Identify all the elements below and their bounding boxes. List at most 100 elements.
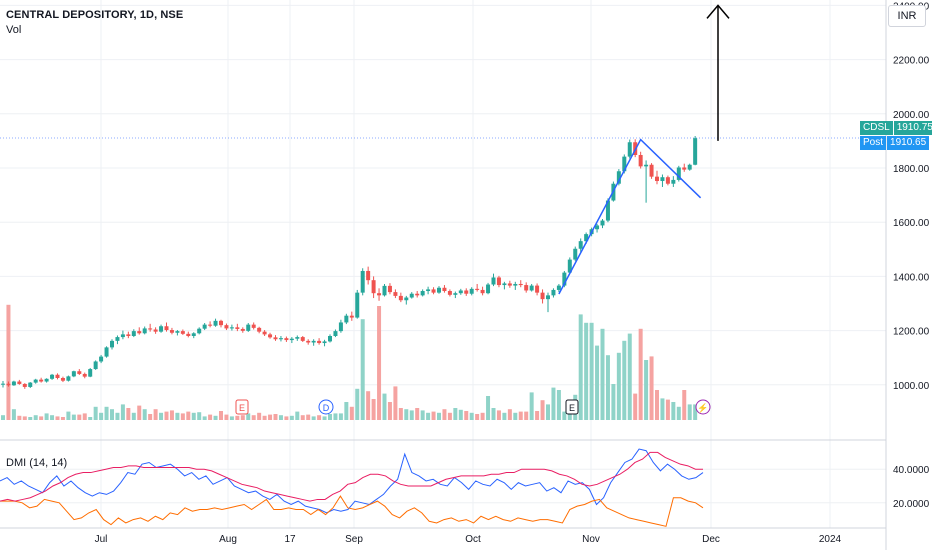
volume-bar [371,399,376,420]
candle-body [39,379,44,382]
volume-bar [518,411,523,420]
candle-body [50,374,55,379]
volume-bar [39,416,44,420]
volume-bar [655,390,659,420]
volume-bar [387,402,392,420]
volume-bar [328,414,332,420]
candle-body [518,283,523,286]
dmi-indicator-label[interactable]: DMI (14, 14) [6,457,68,469]
volume-bar [268,414,273,420]
candle-body [687,164,692,170]
volume-bar [453,408,458,420]
candle-body [360,270,365,293]
candle-body [251,324,256,328]
volume-label[interactable]: Vol [6,24,22,36]
volume-bar [235,415,240,420]
candle-body [622,156,627,172]
volume-bar [393,386,398,420]
candle-body [513,283,518,286]
candle-body [33,379,38,383]
candle-body [431,289,436,293]
candle-body [447,291,452,295]
volume-bar [447,412,452,420]
event-marker-2[interactable]: D [318,399,334,415]
volume-bar [344,402,349,420]
volume-bar [486,396,491,420]
time-axis-label: Nov [582,534,600,545]
event-marker-letter: D [323,403,330,413]
volume-bar [11,409,16,420]
candle-body [600,220,605,226]
volume-bar [77,414,82,420]
volume-bar [219,411,223,420]
currency-button[interactable]: INR [888,5,926,27]
candle-body [638,154,643,167]
volume-bar [404,409,409,420]
time-axis-label: 17 [284,534,296,545]
candle-body [268,334,273,338]
price-axis-label: 2000.00 [893,110,930,121]
candle-body [535,285,540,293]
volume-bar [159,412,164,420]
candle-body [546,295,550,300]
volume-bar [295,411,300,420]
candle-body [426,289,431,292]
candle-body [197,328,202,334]
volume-bar [82,413,87,420]
candle-body [219,320,223,326]
adx-line [0,451,703,502]
candle-body [93,361,98,370]
candle-body [6,383,11,386]
candle-body [660,177,665,182]
volume-bar [660,398,665,420]
price-axis-label: 1400.00 [893,272,930,283]
volume-bar [622,340,627,420]
event-marker-1[interactable]: E [235,399,249,415]
candle-body [480,289,485,294]
time-axis-label: Sep [345,534,363,545]
volume-bar [131,412,136,420]
volume-bar [17,415,22,420]
volume-bar [426,412,431,420]
volume-bar [322,416,327,420]
volume-bar [142,409,147,420]
volume-bar [431,411,436,420]
candle-body [104,347,109,357]
candle-body [627,142,632,157]
candle-body [676,167,681,180]
event-marker-4[interactable]: ⚡ [695,399,711,415]
candle-body [409,293,414,298]
symbol-title[interactable]: CENTRAL DEPOSITORY, 1D, NSE [6,9,184,21]
candle-body [213,320,218,326]
candle-body [524,285,529,291]
volume-bar [616,352,621,420]
volume-bar [50,415,55,420]
candle-body [567,259,572,273]
volume-bar [33,415,38,420]
volume-bar [246,413,251,420]
candle-body [442,287,447,292]
candle-body [300,337,305,341]
candle-body [453,293,458,295]
event-marker-badge [695,399,711,415]
volume-bar [366,391,371,420]
volume-bar [28,417,33,420]
volume-bar [649,356,654,420]
candle-body [120,334,125,338]
volume-bar [229,416,234,420]
volume-bar [197,412,202,420]
time-axis-label: Dec [702,534,720,545]
event-marker-3[interactable]: E [565,399,579,415]
volume-bar [409,410,414,420]
volume-bar [415,408,420,420]
volume-bar [665,399,670,420]
volume-bar [360,319,365,420]
volume-bar [289,415,294,420]
candle-body [137,331,142,334]
volume-bar [240,415,245,420]
volume-bar [382,393,387,420]
candle-body [208,324,213,326]
volume-bar [169,410,174,420]
